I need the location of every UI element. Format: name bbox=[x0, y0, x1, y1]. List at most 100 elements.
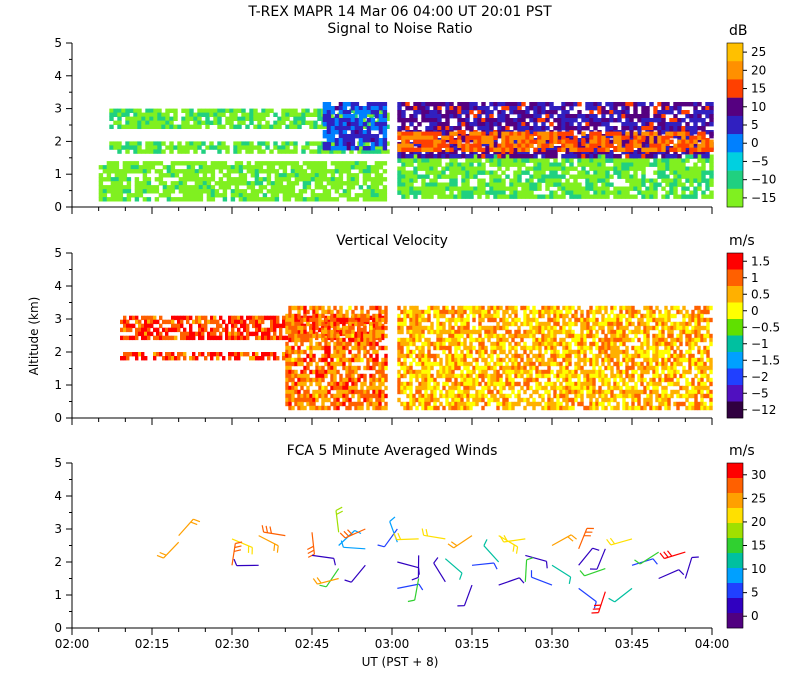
heatmap-cell bbox=[270, 197, 276, 202]
heatmap-cell bbox=[549, 102, 554, 107]
heatmap-cell bbox=[561, 166, 566, 171]
heatmap-cell bbox=[288, 309, 292, 315]
heatmap-cell bbox=[403, 369, 407, 375]
heatmap-cell bbox=[98, 181, 104, 186]
heatmap-cell bbox=[445, 162, 450, 167]
heatmap-cell bbox=[288, 397, 292, 403]
heatmap-cell bbox=[613, 102, 618, 107]
heatmap-cell bbox=[326, 138, 332, 143]
heatmap-cell bbox=[532, 341, 536, 347]
heatmap-cell bbox=[339, 309, 343, 315]
heatmap-cell bbox=[225, 145, 230, 150]
heatmap-cell bbox=[621, 147, 626, 152]
heatmap-cell bbox=[454, 401, 458, 407]
heatmap-cell bbox=[693, 139, 698, 144]
heatmap-cell bbox=[517, 162, 522, 167]
heatmap-cell bbox=[485, 118, 490, 123]
heatmap-cell bbox=[469, 329, 473, 335]
heatmap-cell bbox=[577, 147, 582, 152]
heatmap-cell bbox=[397, 373, 401, 379]
heatmap-cell bbox=[535, 369, 539, 375]
heatmap-cell bbox=[436, 405, 440, 411]
heatmap-cell bbox=[689, 170, 694, 175]
heatmap-cell bbox=[497, 194, 502, 199]
heatmap-cell bbox=[481, 122, 486, 127]
heatmap-cell bbox=[589, 194, 594, 199]
heatmap-cell bbox=[533, 182, 538, 187]
heatmap-cell bbox=[565, 139, 570, 144]
heatmap-cell bbox=[348, 357, 352, 363]
heatmap-cell bbox=[345, 357, 349, 363]
heatmap-cell bbox=[469, 150, 474, 155]
heatmap-cell bbox=[520, 365, 524, 371]
heatmap-cell bbox=[297, 313, 301, 319]
heatmap-cell bbox=[314, 177, 320, 182]
heatmap-cell bbox=[339, 377, 343, 383]
heatmap-cell bbox=[333, 327, 337, 333]
heatmap-cell bbox=[406, 325, 410, 331]
heatmap-cell bbox=[665, 190, 670, 195]
heatmap-cell bbox=[351, 325, 355, 331]
heatmap-cell bbox=[293, 124, 298, 129]
heatmap-cell bbox=[381, 381, 385, 387]
heatmap-cell bbox=[321, 393, 325, 399]
heatmap-cell bbox=[465, 162, 470, 167]
heatmap-cell bbox=[493, 118, 498, 123]
heatmap-cell bbox=[126, 165, 132, 170]
heatmap-cell bbox=[231, 352, 235, 357]
heatmap-cell bbox=[430, 397, 434, 403]
heatmap-cell bbox=[465, 170, 470, 175]
heatmap-cell bbox=[412, 341, 416, 347]
heatmap-cell bbox=[401, 122, 406, 127]
heatmap-cell bbox=[374, 193, 380, 198]
heatmap-cell bbox=[501, 102, 506, 107]
heatmap-cell bbox=[330, 333, 334, 339]
heatmap-cell bbox=[369, 337, 373, 343]
heatmap-cell bbox=[573, 147, 578, 152]
heatmap-cell bbox=[254, 165, 260, 170]
heatmap-cell bbox=[508, 385, 512, 391]
heatmap-cell bbox=[581, 150, 586, 155]
heatmap-cell bbox=[282, 189, 288, 194]
heatmap-cell bbox=[318, 345, 322, 351]
heatmap-cell bbox=[461, 138, 466, 143]
heatmap-cell bbox=[601, 143, 606, 148]
heatmap-cell bbox=[385, 149, 390, 154]
heatmap-cell bbox=[278, 173, 284, 178]
heatmap-cell bbox=[342, 165, 348, 170]
heatmap-cell bbox=[269, 108, 274, 113]
heatmap-cell bbox=[222, 356, 226, 361]
heatmap-cell bbox=[605, 102, 610, 107]
heatmap-cell bbox=[541, 118, 546, 123]
heatmap-cell bbox=[661, 186, 666, 191]
heatmap-cell bbox=[141, 149, 146, 154]
heatmap-cell bbox=[441, 135, 446, 140]
heatmap-cell bbox=[517, 341, 521, 347]
heatmap-cell bbox=[276, 315, 280, 321]
heatmap-cell bbox=[213, 116, 218, 121]
heatmap-cell bbox=[505, 309, 509, 315]
heatmap-cell bbox=[348, 389, 352, 395]
heatmap-cell bbox=[681, 143, 686, 148]
heatmap-cell bbox=[451, 341, 455, 347]
heatmap-cell bbox=[230, 193, 236, 198]
heatmap-cell bbox=[449, 110, 454, 115]
heatmap-cell bbox=[593, 126, 598, 131]
heatmap-cell bbox=[358, 138, 364, 143]
heatmap-cell bbox=[132, 335, 136, 341]
heatmap-cell bbox=[429, 135, 434, 140]
heatmap-cell bbox=[243, 323, 247, 329]
heatmap-cell bbox=[637, 178, 642, 183]
heatmap-cell bbox=[425, 118, 430, 123]
heatmap-cell bbox=[487, 381, 491, 387]
heatmap-cell bbox=[513, 135, 518, 140]
heatmap-cell bbox=[317, 141, 322, 146]
heatmap-cell bbox=[477, 126, 482, 131]
heatmap-cell bbox=[481, 353, 485, 359]
heatmap-cell bbox=[537, 178, 542, 183]
heatmap-cell bbox=[333, 317, 337, 323]
heatmap-cell bbox=[669, 170, 674, 175]
heatmap-cell bbox=[441, 143, 446, 148]
heatmap-cell bbox=[366, 349, 370, 355]
